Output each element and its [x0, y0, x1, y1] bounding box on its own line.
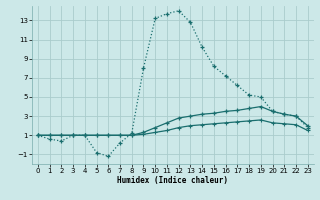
X-axis label: Humidex (Indice chaleur): Humidex (Indice chaleur) [117, 176, 228, 185]
